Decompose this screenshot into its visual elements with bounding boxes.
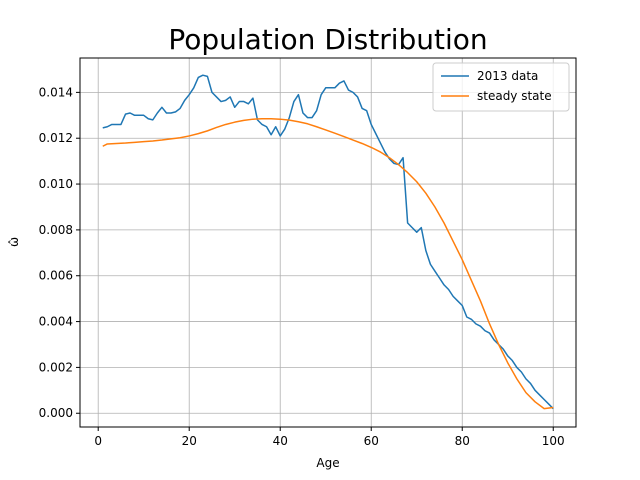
y-tick-label: 0.012 [39,131,73,145]
y-tick-label: 0.010 [39,177,73,191]
x-tick-label: 60 [364,434,379,448]
series-lines [102,74,554,410]
legend-label: 2013 data [477,69,538,83]
y-axis-label: ω̂ [7,237,21,247]
y-tick-label: 0.014 [39,85,73,99]
axis-ticks: 0 20 40 60 80 100 0.000 0.002 0.004 0.006 0.008 0.0… [39,85,565,448]
chart-title: Population Distribution [168,23,487,56]
series-line-data-2013 [102,74,554,410]
legend-label: steady state [477,89,552,103]
y-tick-label: 0.006 [39,269,73,283]
y-tick-label: 0.000 [39,406,73,420]
y-tick-label: 0.002 [39,360,73,374]
legend-box [432,62,570,112]
x-tick-label: 0 [94,434,102,448]
x-tick-label: 20 [182,434,197,448]
legend: 2013 data steady state [432,62,570,112]
y-tick-label: 0.008 [39,223,73,237]
x-tick-label: 40 [273,434,288,448]
plot-frame [79,57,577,428]
x-axis-label: Age [316,456,339,470]
x-tick-label: 100 [542,434,565,448]
series-line-steady-state [102,117,554,410]
x-tick-label: 80 [455,434,470,448]
y-tick-label: 0.004 [39,315,73,329]
